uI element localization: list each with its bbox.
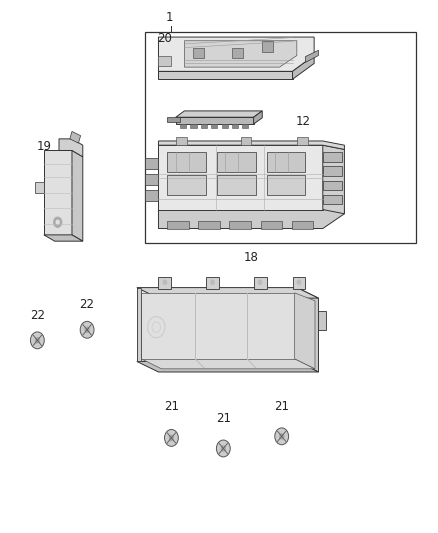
Bar [261, 221, 282, 229]
Polygon shape [35, 182, 44, 192]
Text: 21: 21 [216, 411, 231, 425]
Bar [145, 174, 159, 185]
Bar [167, 151, 206, 172]
Bar [232, 47, 243, 58]
Polygon shape [44, 150, 72, 235]
Text: 12: 12 [296, 115, 311, 128]
Polygon shape [167, 117, 180, 122]
Bar [159, 277, 171, 289]
Polygon shape [159, 145, 323, 209]
Bar [323, 181, 342, 190]
Bar [145, 190, 159, 200]
Polygon shape [44, 235, 83, 241]
Circle shape [56, 220, 60, 225]
Text: 1: 1 [166, 11, 173, 24]
Text: 21: 21 [164, 400, 179, 413]
Polygon shape [141, 359, 315, 369]
Polygon shape [305, 50, 318, 62]
Text: 18: 18 [244, 251, 259, 264]
Circle shape [279, 433, 284, 440]
Polygon shape [293, 55, 314, 79]
Bar [323, 166, 342, 176]
Bar [217, 151, 256, 172]
Circle shape [31, 332, 44, 349]
Polygon shape [159, 209, 344, 229]
Polygon shape [59, 139, 83, 157]
Polygon shape [137, 288, 141, 361]
Text: 19: 19 [36, 140, 51, 153]
Polygon shape [184, 41, 297, 67]
Bar [240, 138, 251, 145]
Bar [262, 41, 273, 52]
Bar [222, 124, 228, 128]
Text: 20: 20 [158, 32, 173, 45]
Circle shape [80, 321, 94, 338]
Bar [180, 124, 186, 128]
Circle shape [169, 434, 174, 441]
Polygon shape [297, 288, 318, 372]
Circle shape [275, 428, 289, 445]
Text: 21: 21 [274, 400, 289, 413]
Polygon shape [159, 71, 293, 79]
Polygon shape [70, 132, 81, 143]
Text: 22: 22 [80, 298, 95, 311]
Circle shape [297, 280, 301, 285]
Bar [297, 138, 307, 145]
Circle shape [35, 337, 40, 344]
Polygon shape [159, 141, 344, 149]
Polygon shape [176, 111, 262, 117]
Polygon shape [254, 111, 262, 124]
Bar [232, 124, 238, 128]
Bar [145, 158, 159, 169]
Bar [201, 124, 207, 128]
Circle shape [53, 217, 62, 228]
Polygon shape [159, 55, 171, 66]
Polygon shape [295, 293, 315, 369]
Polygon shape [137, 288, 318, 298]
Bar [217, 175, 256, 195]
Bar [198, 221, 220, 229]
Bar [323, 195, 342, 204]
Bar [167, 221, 189, 229]
Bar [267, 175, 305, 195]
Bar [167, 175, 206, 195]
Bar [254, 277, 267, 289]
Bar [318, 311, 326, 330]
Bar [176, 138, 187, 145]
Circle shape [216, 440, 230, 457]
Circle shape [221, 445, 226, 452]
Circle shape [85, 326, 90, 333]
Bar [293, 277, 305, 289]
Polygon shape [72, 150, 83, 241]
Bar [230, 221, 251, 229]
Bar [191, 124, 197, 128]
Bar [193, 47, 204, 58]
Circle shape [163, 280, 167, 285]
Bar [292, 221, 313, 229]
Polygon shape [137, 288, 297, 361]
Circle shape [258, 280, 262, 285]
Bar [242, 124, 248, 128]
Circle shape [210, 280, 215, 285]
Text: 22: 22 [30, 309, 45, 322]
Bar [145, 32, 416, 243]
Bar [211, 124, 217, 128]
Polygon shape [137, 361, 318, 372]
Circle shape [165, 430, 178, 446]
Bar [206, 277, 219, 289]
Polygon shape [141, 293, 295, 359]
Bar [267, 151, 305, 172]
Polygon shape [176, 117, 254, 124]
Polygon shape [323, 145, 344, 214]
Polygon shape [159, 37, 314, 71]
Bar [323, 152, 342, 161]
